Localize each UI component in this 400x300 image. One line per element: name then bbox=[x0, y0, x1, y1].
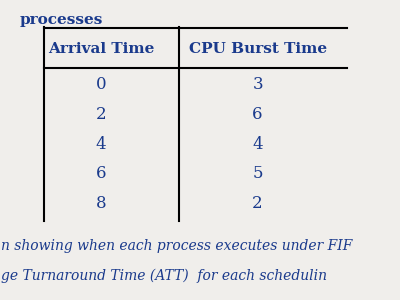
Text: processes: processes bbox=[19, 13, 102, 27]
Text: 2: 2 bbox=[96, 106, 106, 123]
Text: 8: 8 bbox=[96, 195, 106, 212]
Text: ge Turnaround Time (ATT)  for each schedulin: ge Turnaround Time (ATT) for each schedu… bbox=[1, 269, 327, 283]
Text: 6: 6 bbox=[252, 106, 263, 123]
Text: 2: 2 bbox=[252, 195, 263, 212]
Text: n showing when each process executes under FIF: n showing when each process executes und… bbox=[1, 239, 353, 253]
Text: CPU Burst Time: CPU Burst Time bbox=[188, 42, 327, 56]
Text: 6: 6 bbox=[96, 165, 106, 182]
Text: 5: 5 bbox=[252, 165, 263, 182]
Text: 3: 3 bbox=[252, 76, 263, 93]
Text: 4: 4 bbox=[252, 136, 263, 153]
Text: 4: 4 bbox=[96, 136, 106, 153]
Text: 0: 0 bbox=[96, 76, 106, 93]
Text: Arrival Time: Arrival Time bbox=[48, 42, 154, 56]
